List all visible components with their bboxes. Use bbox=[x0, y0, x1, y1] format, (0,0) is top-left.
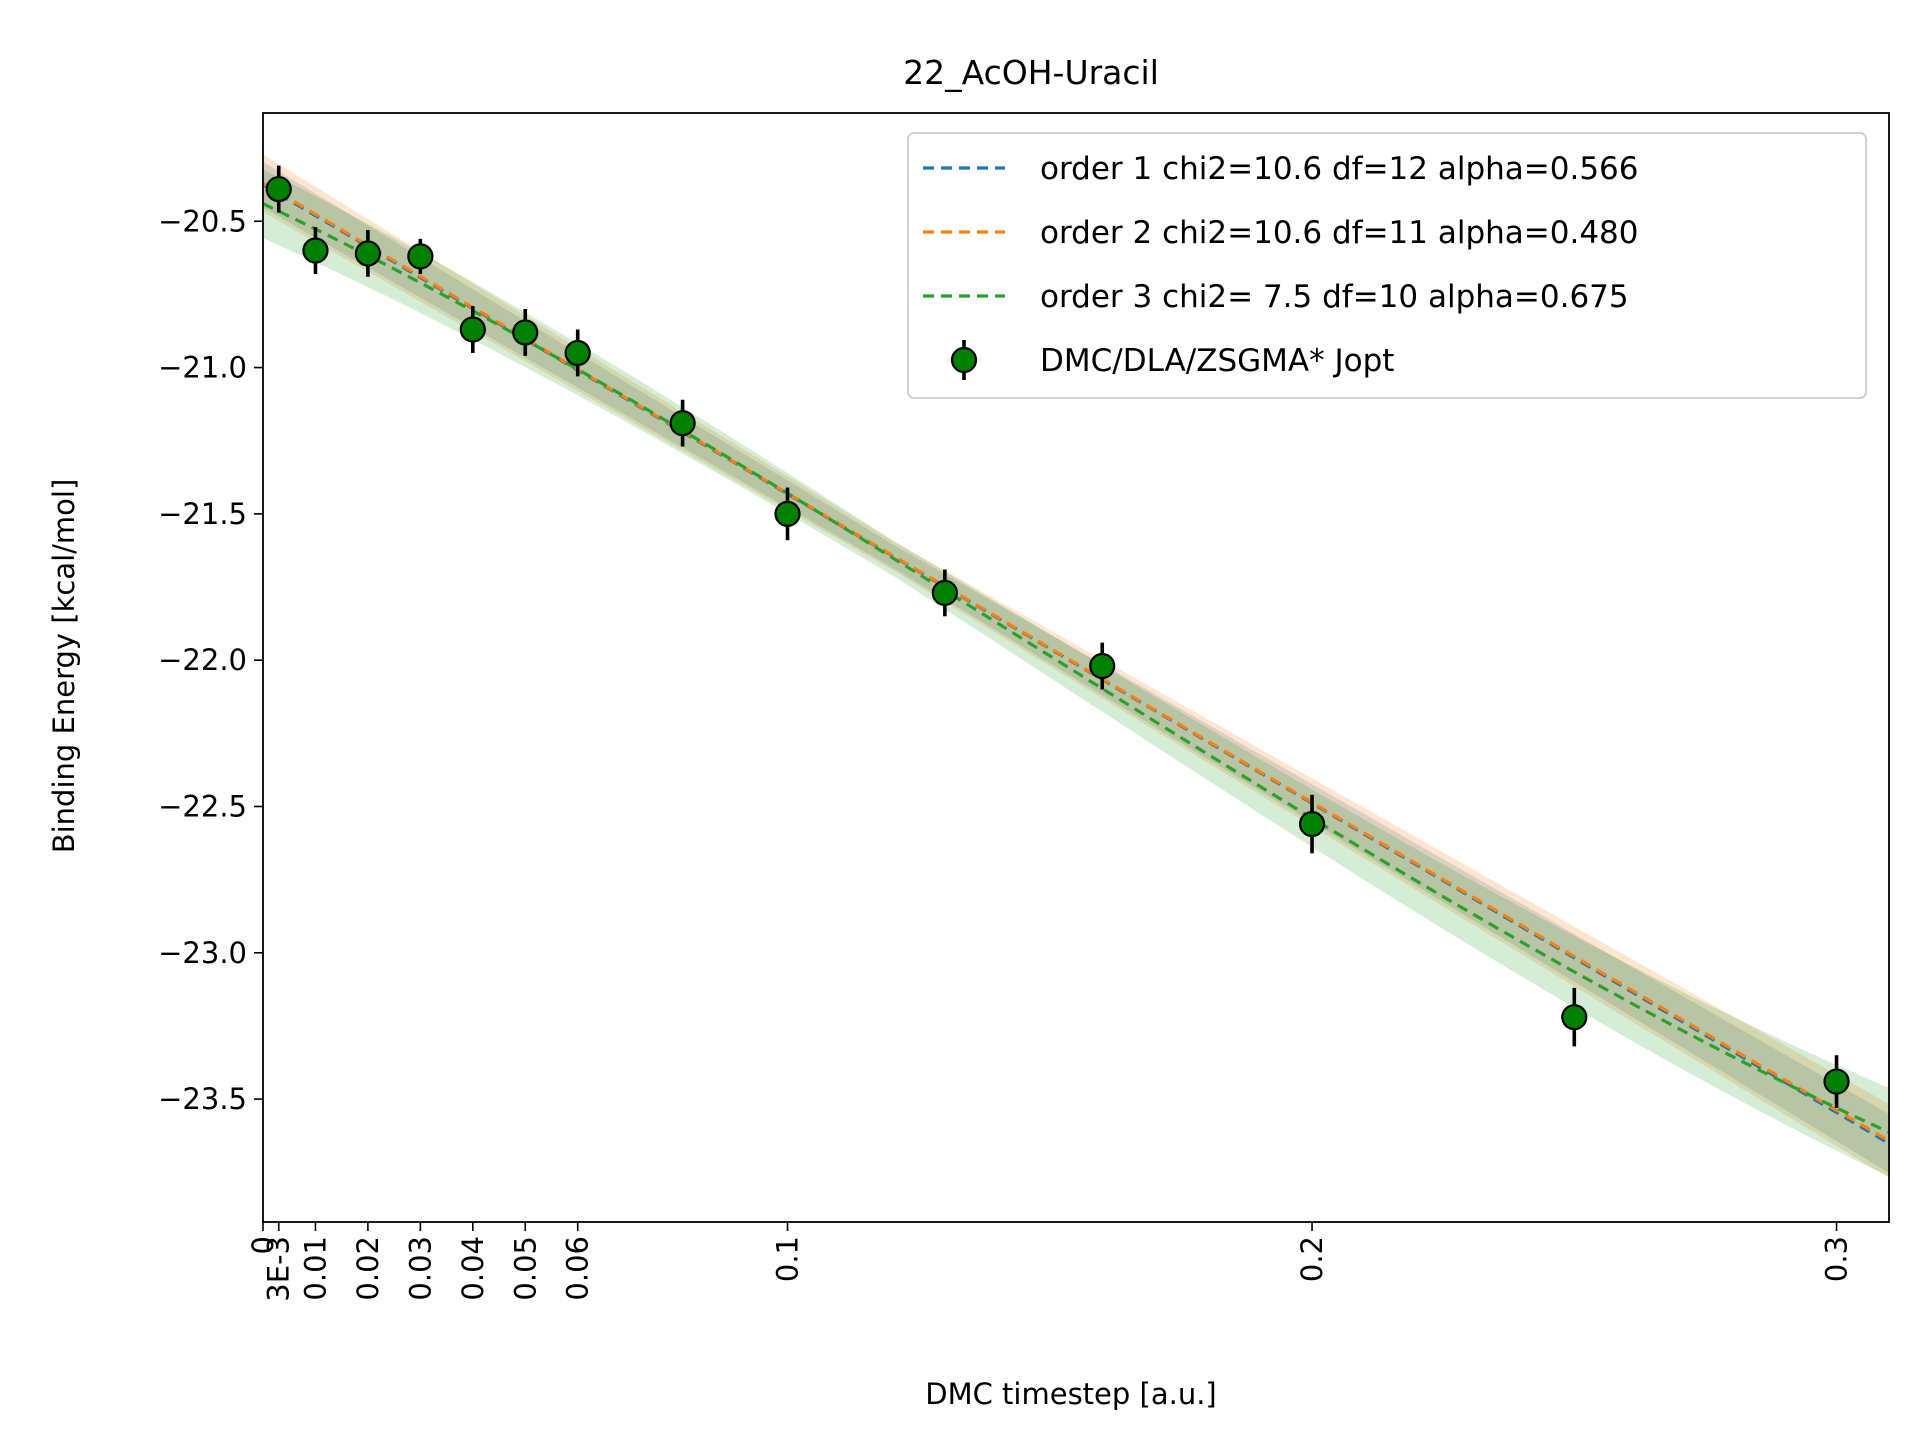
y-tick-label: −22.5 bbox=[158, 789, 247, 823]
fit-line-3 bbox=[263, 202, 1889, 1134]
y-axis-label: Binding Energy [kcal/mol] bbox=[47, 479, 81, 854]
x-tick-label: 0.05 bbox=[508, 1236, 542, 1301]
data-point bbox=[1823, 1068, 1850, 1095]
x-tick-label: 0.03 bbox=[403, 1236, 437, 1301]
chart-title: 22_AcOH-Uracil bbox=[903, 53, 1159, 92]
x-tick-label: 0.02 bbox=[351, 1236, 385, 1301]
legend: order 1 chi2=10.6 df=12 alpha=0.566 order… bbox=[907, 132, 1867, 399]
legend-label: order 3 chi2= 7.5 df=10 alpha=0.675 bbox=[1040, 279, 1629, 315]
data-point bbox=[564, 339, 591, 367]
x-tick-label: 0 bbox=[246, 1236, 280, 1254]
legend-label: DMC/DLA/ZSGMA* Jopt bbox=[1040, 343, 1394, 379]
data-point bbox=[459, 316, 486, 343]
fit-band-1 bbox=[263, 161, 1889, 1173]
y-tick-label: −22.0 bbox=[158, 643, 247, 677]
data-point bbox=[1089, 652, 1116, 680]
fit-band-2 bbox=[263, 154, 1889, 1178]
x-tick-label: 0.06 bbox=[561, 1236, 595, 1301]
x-axis-label: DMC timestep [a.u.] bbox=[925, 1377, 1217, 1411]
plot-frame bbox=[262, 112, 1890, 1223]
data-point bbox=[931, 579, 958, 606]
data-point bbox=[774, 500, 801, 527]
x-tick-label: 0.2 bbox=[1295, 1236, 1329, 1282]
legend-label: order 1 chi2=10.6 df=12 alpha=0.566 bbox=[1040, 151, 1639, 187]
y-tick-label: −21.5 bbox=[158, 497, 247, 531]
legend-box bbox=[907, 132, 1867, 399]
x-tick-label: 0.04 bbox=[456, 1236, 490, 1301]
data-point bbox=[265, 175, 292, 203]
y-tick-label: −20.5 bbox=[158, 204, 247, 238]
y-tick-label: −23.5 bbox=[158, 1082, 247, 1116]
data-point bbox=[354, 240, 382, 267]
data-point bbox=[1561, 1004, 1588, 1031]
y-tick-label: −23.0 bbox=[158, 936, 247, 970]
legend-label: order 2 chi2=10.6 df=11 alpha=0.480 bbox=[1040, 215, 1639, 251]
x-tick-label: 0.1 bbox=[771, 1236, 805, 1282]
x-tick-label: 0.01 bbox=[298, 1236, 332, 1301]
data-point bbox=[512, 319, 539, 346]
x-tick-label: 0.3 bbox=[1820, 1236, 1854, 1282]
y-tick-label: −21.0 bbox=[158, 351, 247, 385]
data-point bbox=[407, 243, 434, 270]
x-tick-label: 3E-3 bbox=[262, 1236, 296, 1302]
fit-line-2 bbox=[263, 181, 1889, 1143]
data-point bbox=[302, 237, 329, 264]
data-point bbox=[669, 410, 696, 437]
legend-swatch-point bbox=[950, 346, 978, 374]
data-point bbox=[1298, 810, 1326, 838]
